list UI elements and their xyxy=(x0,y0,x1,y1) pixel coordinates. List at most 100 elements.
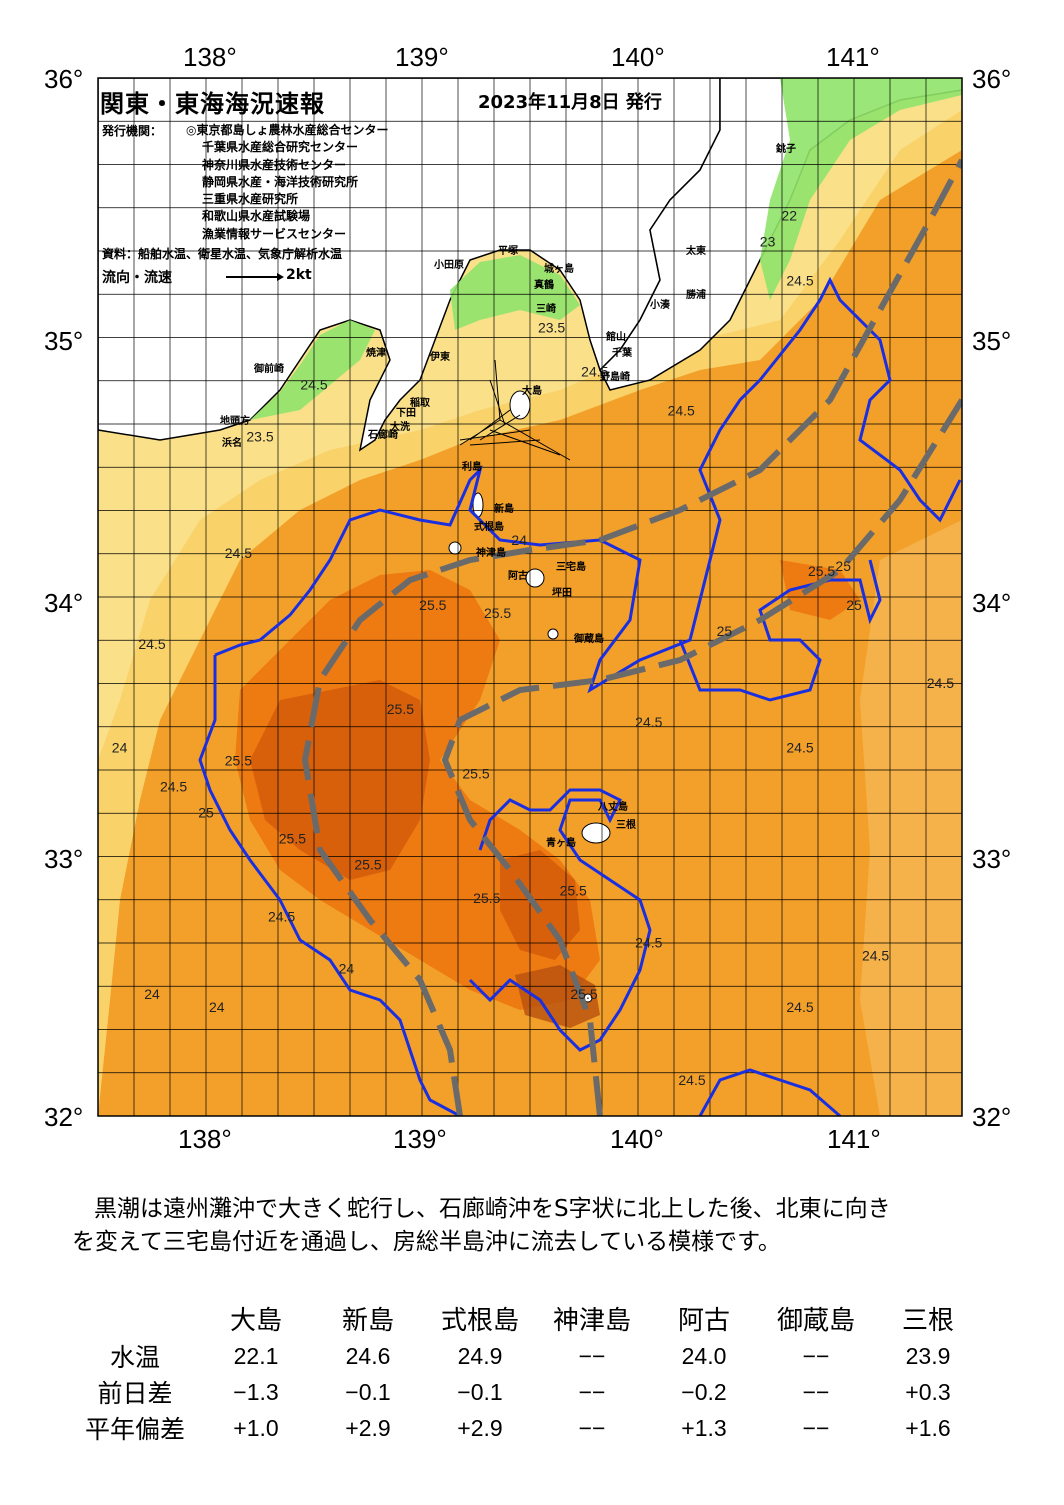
table-cell: +1.6 xyxy=(905,1414,951,1441)
place-tsubota: 坪田 xyxy=(552,586,572,599)
temperature-label: 24.5 xyxy=(927,675,954,691)
lat-label-36-right: 36° xyxy=(972,64,1011,94)
table-header-cell: 式根島 xyxy=(440,1305,519,1336)
temperature-label: 25.5 xyxy=(484,605,511,621)
temperature-label: 25 xyxy=(835,558,851,574)
temperature-label: 25.5 xyxy=(419,597,446,613)
condition-comment: 黒潮は遠州灘沖で大きく蛇行し、石廊崎沖をS字状に北上した後、北東に向き を変えて… xyxy=(72,1193,1002,1259)
place-chiba: 千葉 xyxy=(612,346,633,359)
lat-label-32-right: 32° xyxy=(972,1102,1011,1132)
row-label: 平年偏差 xyxy=(84,1415,185,1444)
institution-item: ◎東京都島しょ農林水産総合センター xyxy=(186,123,389,137)
map-frame xyxy=(97,77,963,1117)
lat-labels-left: 36° 35° 34° 33° 32° xyxy=(44,64,83,1132)
table-cell: −− xyxy=(578,1414,606,1441)
place-mikurajima: 御蔵島 xyxy=(573,632,604,645)
table-cell: −1.3 xyxy=(233,1378,279,1405)
place-hiratsuka: 平塚 xyxy=(498,244,518,257)
table-cell: −0.1 xyxy=(457,1378,503,1405)
table-header-row: 大島 新島 式根島 神津島 阿古 御蔵島 三根 xyxy=(70,1298,984,1338)
lat-labels-right: 36° 35° 34° 33° 32° xyxy=(972,64,1011,1132)
contour-25c-2 xyxy=(198,655,461,1116)
place-choshi: 銚子 xyxy=(776,142,796,155)
temperature-label: 24.5 xyxy=(300,376,327,392)
lon-label-140-bottom: 140° xyxy=(610,1124,664,1154)
temperature-label: 24.5 xyxy=(160,779,187,795)
place-iroezaki: 石廊崎 xyxy=(367,428,398,441)
map-title: 関東・東海海況速報 xyxy=(100,90,325,118)
row-label: 前日差 xyxy=(97,1379,173,1408)
hot-core-3 xyxy=(515,965,600,1028)
warm-east-patch xyxy=(780,560,860,620)
place-mine: 三根 xyxy=(616,818,636,831)
table-header-cell: 神津島 xyxy=(552,1305,631,1336)
place-shikinejima: 式根島 xyxy=(474,520,504,533)
institution-item: 和歌山県水産試験場 xyxy=(202,209,311,224)
table-cell: +0.3 xyxy=(905,1378,951,1405)
temperature-label: 24.5 xyxy=(268,908,295,924)
table-cell: −− xyxy=(578,1342,606,1369)
institution-item: 静岡県水産・海洋技術研究所 xyxy=(202,174,359,189)
temperature-label: 25.5 xyxy=(279,831,306,847)
temperature-label: 23.5 xyxy=(246,428,273,444)
table-header-cell: 御蔵島 xyxy=(776,1305,855,1336)
lon-labels-bottom: 138° 139° 140° 141° xyxy=(178,1124,881,1154)
flow-legend-arrow-icon xyxy=(226,273,284,281)
temperature-label: 25.5 xyxy=(560,882,587,898)
place-kominato: 小湊 xyxy=(649,298,671,311)
contour-25c xyxy=(214,276,962,694)
temperature-label: 22 xyxy=(781,208,797,224)
place-daito: 大洗 xyxy=(390,420,410,433)
table-cell: 24.0 xyxy=(681,1342,727,1369)
temperature-label: 25 xyxy=(198,805,214,821)
temperature-label: 25.5 xyxy=(808,563,835,579)
flow-vectors xyxy=(459,359,571,461)
table-row: 平年偏差 +1.0 +2.9 +2.9 −− +1.3 −− +1.6 xyxy=(70,1410,984,1446)
kuroshio-axis-branch xyxy=(441,398,962,1116)
comment-line-1: 黒潮は遠州灘沖で大きく蛇行し、石廊崎沖をS字状に北上した後、北東に向き xyxy=(94,1196,891,1222)
lon-label-141-bottom: 141° xyxy=(827,1124,881,1154)
table-cell: −− xyxy=(578,1378,606,1405)
lat-label-36-left: 36° xyxy=(44,64,83,94)
place-shimoda: 下田 xyxy=(396,407,416,419)
table-cell: 24.6 xyxy=(345,1342,391,1369)
temperature-label: 24 xyxy=(511,532,527,548)
map-body: 24.524.52425.524.525.525.524.525.525.525… xyxy=(98,78,962,1116)
place-ito: 伊東 xyxy=(429,350,450,363)
cold-coastal-band-3 xyxy=(250,320,375,420)
island-miyakejima xyxy=(525,568,545,588)
temperature-label: 24.5 xyxy=(635,714,662,730)
observation-table: 大島 新島 式根島 神津島 阿古 御蔵島 三根 水温 22.1 24.6 24.… xyxy=(70,1298,984,1446)
place-katsuura: 勝浦 xyxy=(686,288,706,301)
lat-label-34-left: 34° xyxy=(44,588,83,618)
place-omaezaki: 御前崎 xyxy=(253,362,284,375)
island-hachijojima xyxy=(581,822,611,844)
temperature-label: 25.5 xyxy=(225,753,252,769)
table-header-cell: 新島 xyxy=(341,1305,394,1336)
place-aogashima: 青ヶ島 xyxy=(546,836,576,849)
table-header-cell xyxy=(70,1298,200,1338)
table-cell: −− xyxy=(802,1378,830,1405)
temperature-label: 23 xyxy=(760,234,776,250)
data-source: 資料：船舶水温、衛星水温、気象庁解析水温 xyxy=(102,247,343,261)
lon-label-139-top: 139° xyxy=(395,42,449,72)
place-inatori: 稲取 xyxy=(410,396,431,409)
table-cell: 23.9 xyxy=(905,1342,951,1369)
place-toshima: 利島 xyxy=(462,460,482,473)
temperature-label: 23.5 xyxy=(538,319,565,335)
table-cell: −− xyxy=(802,1414,830,1441)
island-kozushima xyxy=(448,541,462,555)
temperature-label: 24.5 xyxy=(635,934,662,950)
temperature-label: 25.5 xyxy=(462,766,489,782)
place-hamana: 浜名 xyxy=(222,436,242,449)
table-cell: +1.3 xyxy=(681,1414,727,1441)
lat-label-35-left: 35° xyxy=(44,326,83,356)
temperature-label: 24.5 xyxy=(668,402,695,418)
place-chikyumon: 地頭方 xyxy=(220,414,250,427)
temperature-label: 25.5 xyxy=(473,890,500,906)
lat-label-32-left: 32° xyxy=(44,1102,83,1132)
temperature-label: 24.5 xyxy=(581,363,608,379)
table-cell: +2.9 xyxy=(345,1414,391,1441)
institution-item: 千葉県水産総合研究センター xyxy=(202,140,359,155)
flow-legend-scale: 2kt xyxy=(286,267,312,283)
